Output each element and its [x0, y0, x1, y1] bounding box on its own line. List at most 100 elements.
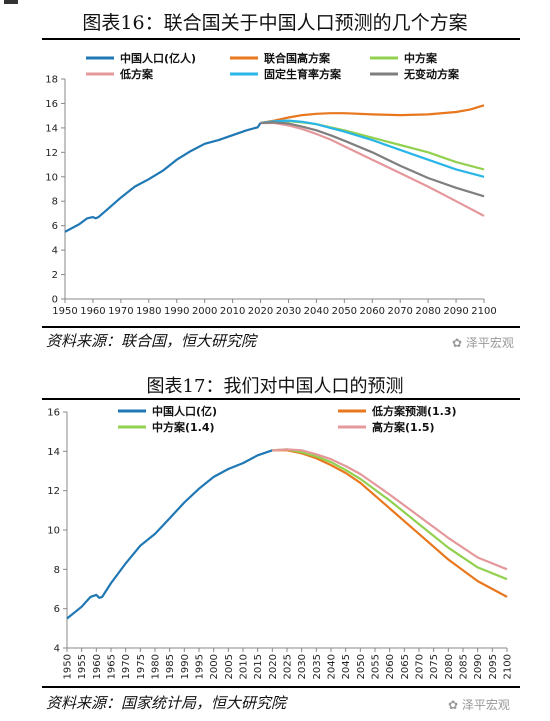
y-tick-label: 18 — [45, 75, 58, 86]
x-tick-label: 1970 — [121, 654, 132, 679]
x-tick-label: 1960 — [80, 306, 105, 317]
x-tick-label: 2075 — [429, 654, 440, 679]
x-tick-label: 1980 — [151, 654, 162, 679]
x-tick-label: 2095 — [488, 654, 499, 679]
y-tick-label: 10 — [45, 172, 58, 183]
x-tick-label: 1985 — [165, 654, 176, 679]
x-tick-label: 2055 — [371, 654, 382, 679]
x-tick-label: 2060 — [360, 306, 385, 317]
x-tick-label: 1990 — [164, 306, 189, 317]
x-tick-label: 2100 — [503, 654, 514, 679]
legend-label: 中方案 — [404, 51, 438, 65]
y-tick-label: 6 — [54, 604, 60, 615]
x-tick-label: 2010 — [239, 654, 250, 679]
chart1-source: 资料来源：联合国，恒大研究院 — [46, 332, 257, 350]
x-tick-label: 1995 — [195, 654, 206, 679]
corner-mark — [4, 0, 18, 4]
series-line-3 — [260, 121, 485, 217]
legend-label: 中国人口(亿人) — [120, 51, 196, 65]
x-tick-label: 2010 — [220, 306, 245, 317]
x-tick-label: 2100 — [471, 306, 496, 317]
x-tick-label: 2040 — [304, 306, 329, 317]
x-tick-label: 2050 — [356, 654, 367, 679]
y-tick-label: 14 — [45, 123, 58, 134]
watermark-1: ✿ 泽平宏观 — [452, 334, 514, 351]
x-tick-label: 1950 — [63, 654, 74, 679]
legend-label: 联合国高方案 — [264, 51, 331, 65]
chart2-source: 资料来源：国家统计局，恒大研究院 — [46, 694, 287, 712]
series-line-3 — [272, 448, 508, 571]
y-tick-label: 16 — [47, 408, 60, 419]
x-tick-label: 2020 — [268, 654, 279, 679]
legend-label: 中方案(1.4) — [152, 420, 215, 434]
legend-label: 低方案预测(1.3) — [371, 404, 457, 418]
x-tick-label: 2070 — [415, 654, 426, 679]
x-tick-label: 1965 — [107, 654, 118, 679]
x-tick-label: 1950 — [52, 306, 77, 317]
y-tick-label: 6 — [52, 221, 58, 232]
x-tick-label: 2000 — [192, 306, 217, 317]
legend-label: 高方案(1.5) — [372, 420, 435, 434]
chart1-bottom-rule — [42, 326, 520, 328]
chart2-title: 图表17：我们对中国人口的预测 — [146, 376, 404, 397]
x-tick-label: 2080 — [444, 654, 455, 679]
y-tick-label: 4 — [54, 644, 60, 655]
x-tick-label: 1980 — [136, 306, 161, 317]
x-tick-label: 1975 — [136, 654, 147, 679]
legend-label: 固定生育率方案 — [264, 67, 342, 81]
series-line-4 — [260, 119, 485, 178]
y-tick-label: 0 — [52, 295, 58, 306]
x-tick-label: 2070 — [387, 306, 412, 317]
series-line-2 — [260, 120, 485, 171]
legend-label: 低方案 — [119, 67, 154, 81]
x-tick-label: 1970 — [108, 306, 133, 317]
y-tick-label: 14 — [47, 447, 60, 458]
chart2-top-rule — [42, 398, 520, 400]
watermark-2: ✿ 泽平宏观 — [448, 696, 510, 713]
series-line-5 — [260, 121, 485, 198]
y-tick-label: 12 — [45, 148, 58, 159]
x-tick-label: 1955 — [77, 654, 88, 679]
x-tick-label: 2050 — [332, 306, 357, 317]
chart2-bottom-rule — [42, 686, 520, 688]
series-line-0 — [64, 122, 262, 233]
y-tick-label: 2 — [52, 270, 58, 281]
x-tick-label: 2060 — [385, 654, 396, 679]
x-tick-label: 2045 — [341, 654, 352, 679]
y-tick-label: 10 — [47, 526, 60, 537]
legend-label: 中国人口(亿) — [152, 404, 217, 418]
chart1-top-rule — [42, 38, 520, 40]
x-tick-label: 2065 — [400, 654, 411, 679]
x-tick-label: 2040 — [327, 654, 338, 679]
x-tick-label: 2005 — [224, 654, 235, 679]
series-line-0 — [66, 449, 273, 620]
x-tick-label: 2020 — [248, 306, 273, 317]
x-tick-label: 2030 — [297, 654, 308, 679]
x-tick-label: 2035 — [312, 654, 323, 679]
wechat-icon: ✿ — [448, 698, 459, 712]
watermark-text-2: 泽平宏观 — [461, 698, 510, 712]
x-tick-label: 2015 — [253, 654, 264, 679]
y-tick-label: 8 — [52, 197, 58, 208]
x-tick-label: 2090 — [473, 654, 484, 679]
x-tick-label: 2030 — [276, 306, 301, 317]
x-tick-label: 2085 — [459, 654, 470, 679]
x-tick-label: 1990 — [180, 654, 191, 679]
wechat-icon: ✿ — [452, 336, 463, 350]
x-tick-label: 2080 — [415, 306, 440, 317]
y-tick-label: 16 — [45, 99, 58, 110]
watermark-text-1: 泽平宏观 — [465, 336, 514, 350]
x-tick-label: 2000 — [209, 654, 220, 679]
series-line-1 — [260, 104, 485, 125]
chart1-title: 图表16：联合国关于中国人口预测的几个方案 — [82, 12, 468, 34]
x-tick-label: 2025 — [283, 654, 294, 679]
y-tick-label: 12 — [47, 486, 60, 497]
x-tick-label: 1960 — [92, 654, 103, 679]
legend-label: 无变动方案 — [403, 67, 460, 81]
series-line-2 — [272, 448, 508, 581]
x-tick-label: 2090 — [443, 306, 468, 317]
y-tick-label: 4 — [52, 246, 58, 257]
y-tick-label: 8 — [54, 565, 60, 576]
